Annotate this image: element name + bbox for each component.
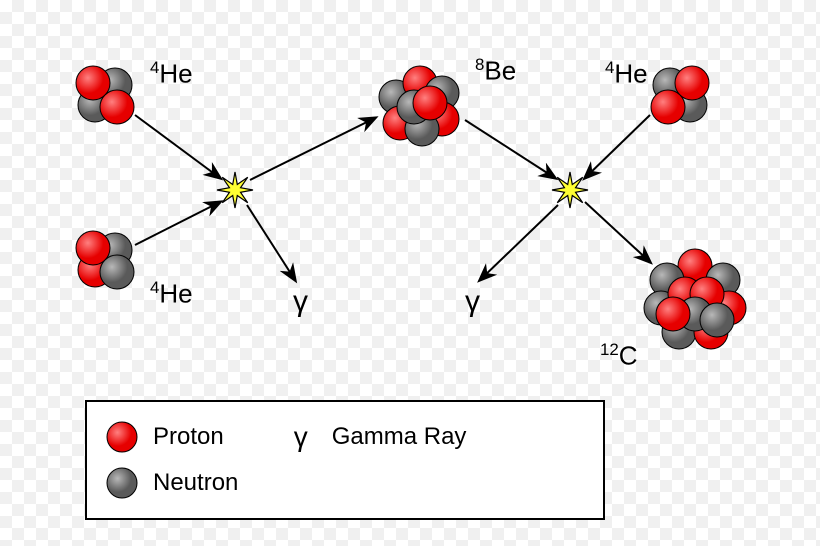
nucleus-label-be8: 8Be (475, 55, 516, 87)
legend-neutron-key (105, 466, 139, 500)
nucleus-he4_bl (76, 231, 134, 289)
mass-number: 4 (150, 278, 159, 297)
proton-nucleon (403, 66, 437, 100)
reaction-arrow (247, 205, 295, 280)
nucleus-c12 (644, 249, 746, 349)
diagram-stage: 4He4He8Be4He12Cγγ Proton γ Gamma Ray Neu… (0, 0, 820, 546)
element-symbol: He (614, 59, 647, 89)
element-symbol: Be (484, 56, 516, 86)
legend-proton-key (105, 420, 139, 454)
neutron-nucleon (673, 88, 707, 122)
mass-number: 4 (150, 58, 159, 77)
neutron-nucleon (706, 263, 740, 297)
neutron-nucleon (78, 88, 112, 122)
neutron-nucleon (425, 76, 459, 110)
reaction-star-icon (217, 172, 253, 208)
nucleus-label-he4_bl: 4He (150, 278, 193, 310)
legend-box: Proton γ Gamma Ray Neutron (85, 400, 605, 520)
legend-gamma-label: Gamma Ray (332, 423, 467, 451)
legend-gamma-symbol: γ (284, 421, 318, 453)
legend-row-2: Neutron (105, 466, 585, 500)
reaction-arrow (585, 115, 650, 178)
proton-nucleon (690, 277, 724, 311)
proton-nucleon (656, 297, 690, 331)
neutron-nucleon (662, 315, 696, 349)
proton-nucleon (675, 66, 709, 100)
mass-number: 4 (605, 58, 614, 77)
proton-nucleon (100, 90, 134, 124)
neutron-nucleon (379, 80, 413, 114)
element-symbol: He (159, 59, 192, 89)
neutron-nucleon (98, 68, 132, 102)
legend-row-1: Proton γ Gamma Ray (105, 420, 585, 454)
neutron-nucleon (650, 263, 684, 297)
proton-nucleon (78, 253, 112, 287)
proton-nucleon (678, 249, 712, 283)
neutron-nucleon (700, 303, 734, 337)
neutron-nucleon (653, 68, 687, 102)
reaction-arrow (465, 120, 555, 178)
reaction-star-icon (552, 172, 588, 208)
proton-nucleon (651, 90, 685, 124)
nucleus-label-c12: 12C (600, 340, 638, 372)
element-symbol: He (159, 279, 192, 309)
neutron-nucleon (100, 255, 134, 289)
proton-nucleon (712, 291, 746, 325)
legend-proton: Proton (105, 420, 224, 454)
reaction-arrow (480, 205, 558, 280)
reaction-arrow (135, 115, 220, 178)
proton-nucleon (413, 86, 447, 120)
mass-number: 12 (600, 340, 619, 359)
proton-nucleon (76, 66, 110, 100)
neutron-nucleon (405, 112, 439, 146)
nucleus-be8 (379, 66, 459, 146)
legend-gamma: γ Gamma Ray (284, 421, 467, 453)
proton-nucleon (694, 315, 728, 349)
neutron-nucleon (397, 90, 431, 124)
nucleus-label-he4_tl: 4He (150, 58, 193, 90)
proton-nucleon (383, 106, 417, 140)
gamma-symbol: γ (293, 285, 308, 319)
legend-neutron-label: Neutron (153, 469, 238, 497)
reaction-arrow (585, 202, 650, 262)
proton-nucleon (425, 102, 459, 136)
neutron-nucleon (98, 233, 132, 267)
proton-nucleon (76, 231, 110, 265)
gamma-symbol: γ (465, 285, 480, 319)
neutron-nucleon (644, 291, 678, 325)
mass-number: 8 (475, 55, 484, 74)
legend-proton-label: Proton (153, 423, 224, 451)
neutron-nucleon (678, 297, 712, 331)
reaction-arrow (135, 202, 220, 245)
reaction-arrow (250, 118, 375, 180)
proton-nucleon (668, 277, 702, 311)
legend-neutron: Neutron (105, 466, 238, 500)
element-symbol: C (619, 341, 638, 371)
nucleus-he4_tr (651, 66, 709, 124)
nucleus-label-he4_tr: 4He (605, 58, 648, 90)
nucleus-he4_tl (76, 66, 134, 124)
